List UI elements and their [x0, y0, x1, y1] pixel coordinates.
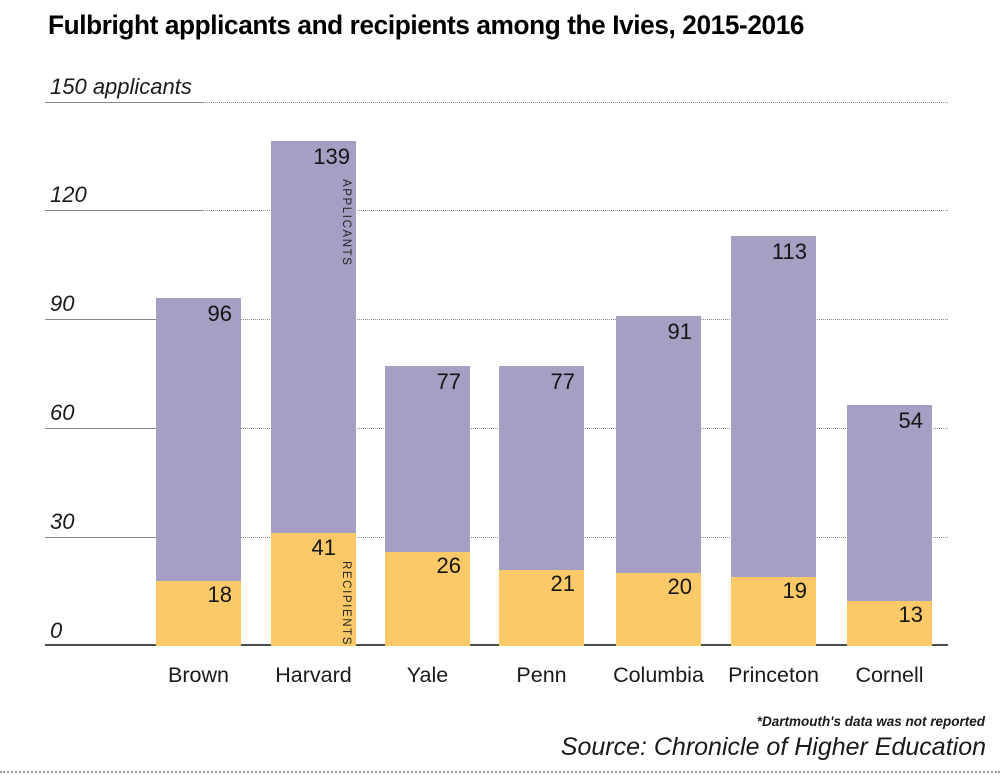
recipients-value-label: 18 [207, 581, 232, 607]
x-axis-label: Princeton [728, 663, 819, 687]
gridline [45, 428, 948, 430]
applicants-value-label: 77 [550, 369, 575, 395]
gridline-label-underline [45, 428, 203, 430]
recipients-bar: 19 [731, 577, 816, 646]
recipients-bar: 21 [499, 569, 584, 646]
x-axis-label: Columbia [613, 663, 704, 687]
source-credit: Source: Chronicle of Higher Education [560, 733, 986, 761]
recipients-inline-label: RECIPIENTS [340, 561, 352, 647]
recipients-bar: 26 [385, 551, 470, 646]
recipients-bar: 13 [847, 600, 932, 646]
recipients-bar: 18 [156, 580, 241, 646]
recipients-bar: 41 RECIPIENTS [271, 533, 356, 646]
y-axis-tick-label: 150 applicants [50, 73, 192, 99]
gridline [45, 537, 948, 539]
gridline-label-underline [45, 319, 203, 321]
y-axis-tick-label: 30 [50, 509, 75, 535]
applicants-value-label: 77 [436, 369, 461, 395]
x-axis-label: Penn [516, 663, 567, 687]
recipients-value-label: 13 [898, 601, 923, 627]
recipients-bar: 20 [616, 573, 701, 646]
recipients-value-label: 26 [436, 552, 461, 578]
recipients-value-label: 20 [667, 574, 692, 600]
y-axis-tick-label: 120 [50, 182, 87, 208]
x-axis-label: Harvard [275, 663, 352, 687]
recipients-value-label: 41 [311, 535, 336, 561]
recipients-value-label: 19 [782, 578, 807, 604]
y-axis-tick-label: 90 [50, 291, 75, 317]
applicants-inline-label: APPLICANTS [340, 179, 352, 267]
applicants-value-label: 139 [313, 144, 350, 170]
applicants-value-label: 96 [207, 300, 232, 326]
gridline [45, 101, 948, 103]
gridline-label-underline [45, 210, 203, 212]
gridline-label-underline [45, 101, 203, 103]
recipients-value-label: 21 [550, 570, 575, 596]
x-axis-label: Brown [168, 663, 229, 687]
x-axis-label: Yale [406, 663, 449, 687]
footnote: *Dartmouth's data was not reported [756, 714, 985, 729]
applicants-value-label: 54 [898, 407, 923, 433]
gridline-label-underline [45, 537, 203, 539]
gridline [45, 210, 948, 212]
gridline [45, 319, 948, 321]
x-axis-label: Cornell [855, 663, 924, 687]
applicants-value-label: 91 [667, 318, 692, 344]
x-axis-line [45, 644, 948, 646]
y-axis-tick-label: 60 [50, 400, 75, 426]
y-axis-tick-label: 0 [50, 618, 63, 643]
chart-title: Fulbright applicants and recipients amon… [48, 10, 805, 40]
bottom-divider [0, 771, 1000, 773]
applicants-value-label: 113 [771, 238, 807, 264]
